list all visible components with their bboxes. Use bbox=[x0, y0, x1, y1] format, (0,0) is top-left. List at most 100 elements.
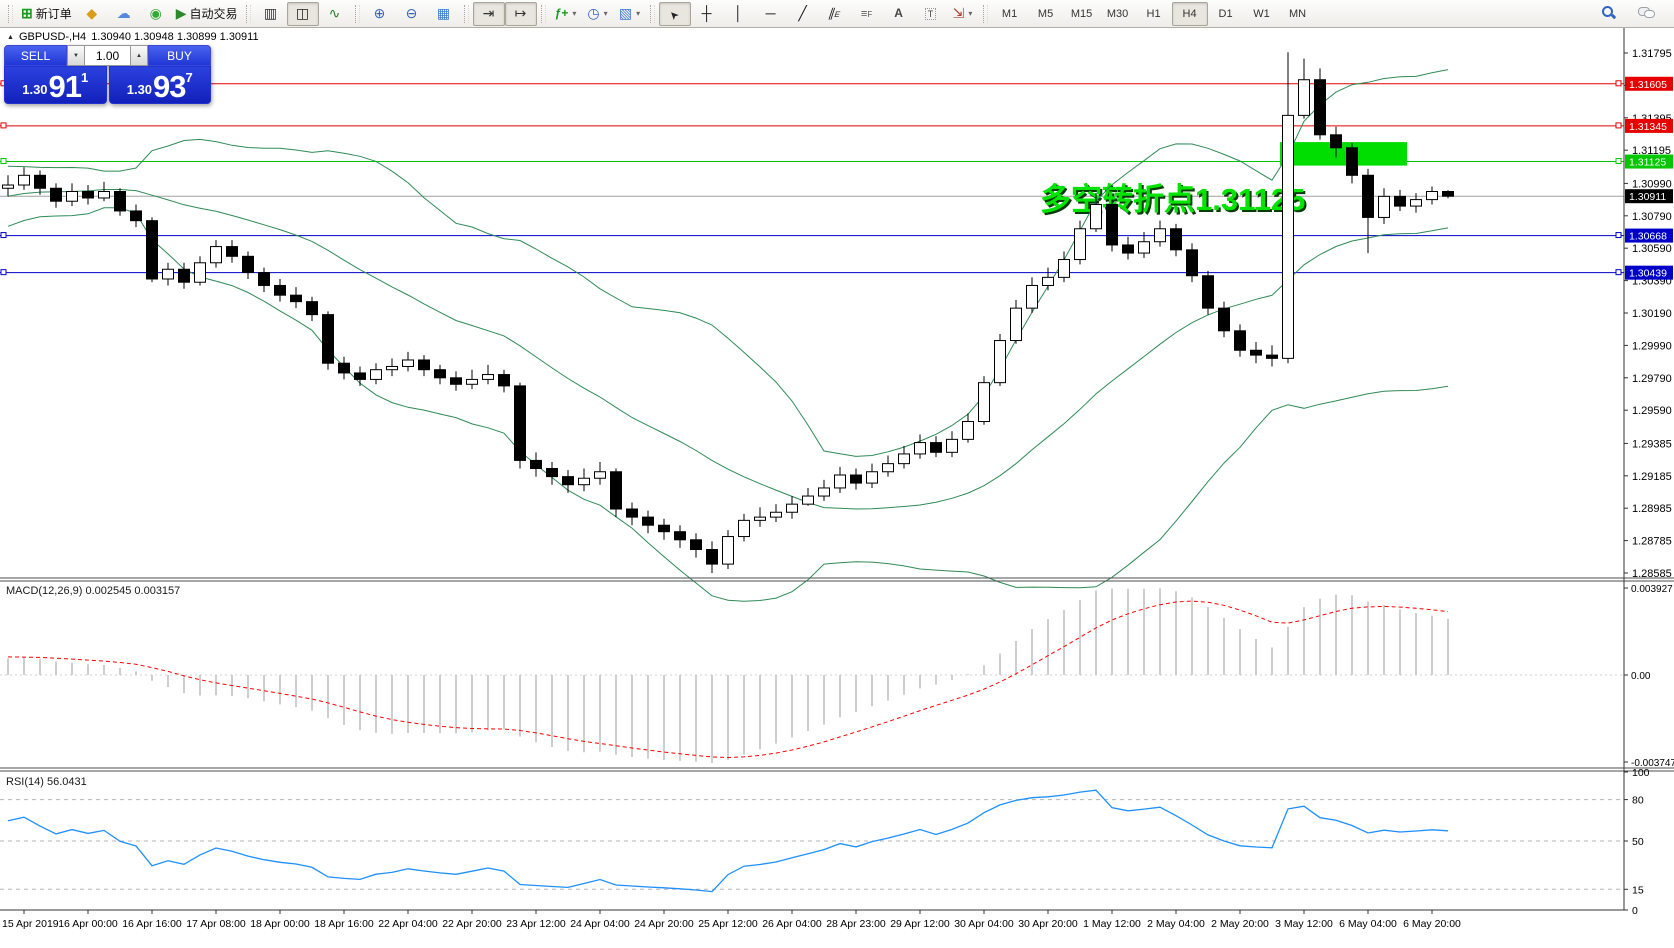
search-button[interactable] bbox=[1592, 2, 1624, 26]
timeframe-M15[interactable]: M15 bbox=[1070, 7, 1093, 20]
new-order-button[interactable]: ⊞ 新订单 bbox=[17, 2, 76, 26]
timeframe-W1[interactable]: W1 bbox=[1253, 7, 1270, 20]
hline-right-anchor[interactable] bbox=[1615, 269, 1622, 276]
timeframe-M1[interactable]: M1 bbox=[1001, 7, 1018, 20]
candle-body bbox=[546, 468, 558, 478]
price-axis-tick-label: 1.30190 bbox=[1632, 308, 1672, 320]
bar-chart-button[interactable]: ▥ bbox=[255, 2, 287, 26]
hline-right-anchor[interactable] bbox=[1615, 80, 1622, 87]
toolbar-grip[interactable] bbox=[354, 4, 360, 23]
spinner-down-icon: ▼ bbox=[73, 52, 79, 59]
dropdown-arrow-icon[interactable]: ▾ bbox=[968, 9, 973, 18]
macd-axis-tick-label: 0.00 bbox=[1631, 671, 1651, 682]
sell-price-display[interactable]: 1.30 91 1 bbox=[4, 66, 107, 104]
indicators-button[interactable]: ƒ+ ▾ bbox=[550, 2, 582, 26]
candle-body bbox=[322, 314, 334, 364]
macd-axis-tick-label: -0.003747 bbox=[1631, 758, 1674, 769]
text-button[interactable]: A bbox=[883, 2, 915, 26]
dropdown-arrow-icon[interactable]: ▾ bbox=[603, 9, 608, 18]
toolbar-grip[interactable] bbox=[463, 4, 469, 23]
equidistant-channel-button[interactable]: ∥E bbox=[819, 2, 851, 26]
chat-button[interactable] bbox=[1630, 2, 1662, 26]
fibonacci-button[interactable]: ≡F bbox=[851, 2, 883, 26]
candlestick-chart-button[interactable]: ◫ bbox=[286, 1, 319, 26]
candle bbox=[1442, 190, 1454, 199]
hline-left-anchor[interactable] bbox=[0, 232, 7, 239]
volume-input[interactable] bbox=[85, 45, 130, 66]
hline-right-anchor[interactable] bbox=[1615, 232, 1622, 239]
spinner-up-icon: ▲ bbox=[136, 52, 142, 59]
horizontal-line-button[interactable]: ─ bbox=[755, 2, 787, 26]
dropdown-arrow-icon[interactable]: ▾ bbox=[572, 9, 577, 18]
candle-body bbox=[562, 476, 574, 486]
toolbar-group-tools: ➤ ┼ │ ─ ╱ ∥E ≡F A T ⇲ ▾ bbox=[646, 1, 979, 27]
highlight-rectangle-object[interactable] bbox=[1280, 142, 1407, 166]
timeframe-M30[interactable]: M30 bbox=[1106, 7, 1129, 20]
text-label-button[interactable]: T bbox=[915, 2, 947, 26]
auto-scroll-button[interactable]: ⇥ bbox=[472, 1, 505, 26]
autotrading-button[interactable]: ▶ 自动交易 bbox=[172, 2, 242, 26]
collapse-arrow-icon[interactable]: ▲ bbox=[7, 33, 14, 41]
periods-button[interactable]: ◷ ▾ bbox=[582, 2, 614, 26]
candle bbox=[482, 364, 494, 385]
clock-icon: ◷ bbox=[587, 5, 600, 21]
zoom-out-icon: ⊖ bbox=[405, 5, 418, 21]
timeframe-M5[interactable]: M5 bbox=[1037, 7, 1054, 20]
buy-price-big: 93 bbox=[153, 69, 186, 105]
time-axis-group[interactable]: 15 Apr 2019 16 Apr 00:00 16 Apr 16:00 17 Ap… bbox=[2, 910, 1461, 930]
templates-button[interactable]: ▧ ▾ bbox=[614, 2, 646, 26]
candle-body bbox=[34, 174, 46, 189]
tile-windows-button[interactable]: ▦ bbox=[428, 2, 460, 26]
timeframe-D1[interactable]: D1 bbox=[1218, 7, 1233, 20]
toolbar-grip[interactable] bbox=[649, 4, 655, 23]
timeframe-MN[interactable]: MN bbox=[1288, 7, 1307, 20]
sell-button[interactable]: SELL bbox=[4, 45, 67, 66]
signals-button[interactable]: ◉ bbox=[140, 2, 172, 26]
hline-right-anchor[interactable] bbox=[1615, 158, 1622, 165]
macd-signal-line bbox=[7, 600, 1449, 759]
timeframe-H4[interactable]: H4 bbox=[1171, 1, 1208, 26]
zoom-out-button[interactable]: ⊖ bbox=[396, 2, 428, 26]
current-price-label-box bbox=[1625, 189, 1673, 204]
hline-left-anchor[interactable] bbox=[0, 122, 7, 129]
toolbar-grip[interactable] bbox=[982, 4, 988, 23]
toolbar-grip[interactable] bbox=[540, 4, 546, 23]
chart-canvas[interactable]: 多空转折点1.31125 1.317951.315951.313951.31195… bbox=[0, 28, 1674, 948]
candle-body bbox=[18, 174, 30, 186]
dropdown-arrow-icon[interactable]: ▾ bbox=[636, 9, 641, 18]
candle-body bbox=[578, 477, 590, 486]
candle bbox=[386, 358, 398, 377]
annotation-text-object[interactable]: 多空转折点1.31125 bbox=[1040, 182, 1305, 217]
toolbar-grip[interactable] bbox=[245, 4, 251, 23]
candle-body bbox=[1314, 79, 1326, 136]
trendline-button[interactable]: ╱ bbox=[787, 2, 819, 26]
toolbar-grip[interactable] bbox=[8, 4, 13, 23]
hline-left-anchor[interactable] bbox=[0, 158, 7, 165]
mql5-community-button[interactable]: ☁ bbox=[108, 2, 140, 26]
candle-body bbox=[338, 362, 350, 374]
zoom-in-button[interactable]: ⊕ bbox=[364, 2, 396, 26]
zoom-in-icon: ⊕ bbox=[373, 5, 386, 21]
crosshair-button[interactable]: ┼ bbox=[691, 2, 723, 26]
metaeditor-button[interactable]: ◆ bbox=[76, 2, 108, 26]
buy-button[interactable]: BUY bbox=[148, 45, 211, 66]
candle bbox=[258, 267, 270, 292]
indicators-icon: ƒ+ bbox=[554, 6, 569, 20]
volume-decrease-button[interactable]: ▼ bbox=[67, 45, 85, 66]
candle bbox=[754, 507, 766, 527]
autotrading-icon: ▶ bbox=[175, 5, 187, 21]
symbol-quotes: 1.30940 1.30948 1.30899 1.30911 bbox=[91, 31, 259, 43]
buy-price-display[interactable]: 1.30 93 7 bbox=[108, 66, 211, 105]
chart-shift-button[interactable]: ↦ bbox=[504, 1, 537, 26]
vertical-line-button[interactable]: │ bbox=[723, 2, 755, 26]
timeframe-H1[interactable]: H1 bbox=[1146, 7, 1161, 20]
line-chart-button[interactable]: ∿ bbox=[319, 2, 351, 26]
price-axis-group[interactable]: 1.317951.315951.313951.311951.309901.307… bbox=[1624, 48, 1673, 580]
bar-chart-icon: ▥ bbox=[263, 5, 278, 21]
volume-increase-button[interactable]: ▲ bbox=[130, 45, 148, 66]
candle bbox=[1250, 342, 1262, 364]
hline-left-anchor[interactable] bbox=[0, 269, 7, 276]
arrows-button[interactable]: ⇲ ▾ bbox=[947, 2, 979, 26]
cursor-button[interactable]: ➤ bbox=[658, 1, 691, 26]
hline-right-anchor[interactable] bbox=[1615, 122, 1622, 129]
